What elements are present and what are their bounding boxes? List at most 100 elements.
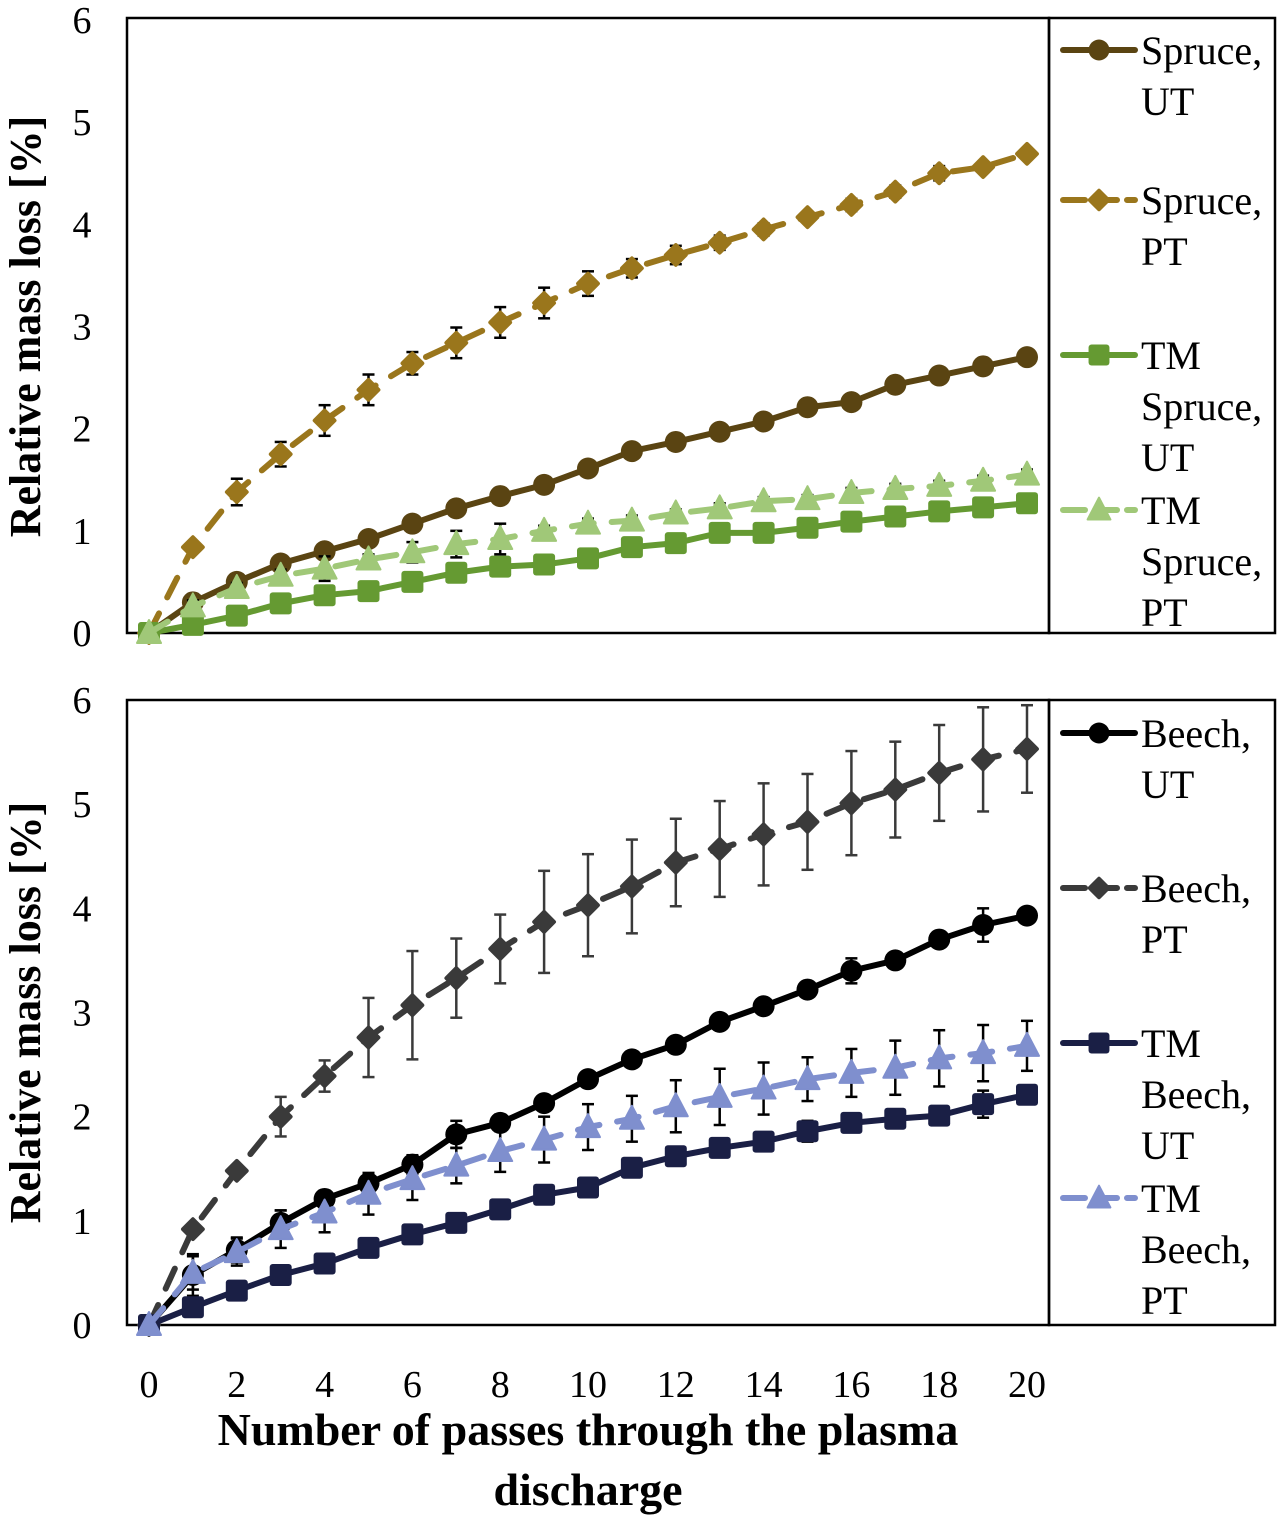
legend-label: UT bbox=[1141, 1123, 1194, 1168]
data-point bbox=[926, 471, 953, 497]
series-beech-pt bbox=[137, 703, 1039, 1337]
data-point bbox=[577, 457, 599, 480]
data-point bbox=[972, 1093, 995, 1116]
data-point bbox=[882, 474, 909, 500]
data-point bbox=[488, 310, 513, 335]
data-point bbox=[664, 1145, 687, 1168]
data-point bbox=[838, 1058, 865, 1084]
legend-label: UT bbox=[1141, 435, 1194, 480]
y-tick-label: 2 bbox=[73, 409, 92, 451]
data-point bbox=[401, 512, 424, 535]
data-point bbox=[1014, 460, 1040, 486]
series-tm-spruce-pt bbox=[136, 460, 1040, 644]
data-point bbox=[136, 619, 162, 644]
data-point bbox=[224, 480, 249, 504]
x-tick-label: 0 bbox=[140, 1364, 159, 1406]
x-tick-label: 16 bbox=[832, 1364, 870, 1406]
data-point bbox=[620, 440, 643, 463]
x-tick-label: 20 bbox=[1008, 1364, 1046, 1406]
data-point bbox=[840, 510, 863, 533]
x-axis-label-line-1: Number of passes through the plasma bbox=[218, 1404, 959, 1455]
data-point bbox=[444, 966, 469, 991]
data-point bbox=[972, 914, 995, 936]
data-point bbox=[750, 487, 777, 513]
data-point bbox=[576, 893, 600, 918]
data-point bbox=[401, 1223, 424, 1246]
data-point bbox=[971, 155, 995, 180]
legend-marker-diamond-icon bbox=[1087, 188, 1111, 212]
data-point bbox=[620, 256, 644, 281]
data-point bbox=[1016, 904, 1038, 927]
legend-label: PT bbox=[1141, 229, 1188, 274]
legend-label: UT bbox=[1141, 762, 1194, 807]
data-point bbox=[445, 1123, 468, 1146]
series-spruce-pt bbox=[137, 141, 1039, 645]
data-point bbox=[223, 1238, 250, 1264]
y-tick-label: 3 bbox=[73, 307, 92, 349]
legend-marker-circle-icon bbox=[1088, 39, 1110, 61]
data-point bbox=[445, 1211, 468, 1234]
legend-entry: TM Beech, PT bbox=[1060, 1176, 1251, 1323]
plot-marks bbox=[136, 703, 1040, 1337]
data-point bbox=[533, 1092, 556, 1115]
data-point bbox=[532, 291, 556, 315]
data-point bbox=[181, 535, 205, 560]
y-tick-label: 1 bbox=[73, 1201, 92, 1243]
data-point bbox=[840, 1111, 863, 1134]
data-point bbox=[970, 1039, 997, 1065]
data-point bbox=[181, 613, 204, 636]
data-point bbox=[313, 1252, 336, 1275]
legend-label: PT bbox=[1141, 590, 1188, 635]
data-point bbox=[884, 949, 907, 972]
data-point bbox=[1015, 141, 1039, 166]
data-point bbox=[970, 466, 997, 492]
data-point bbox=[664, 430, 687, 453]
data-point bbox=[708, 521, 731, 544]
data-point bbox=[795, 205, 820, 230]
data-point bbox=[884, 1107, 907, 1130]
data-point bbox=[181, 1217, 205, 1242]
data-point bbox=[531, 516, 558, 542]
legend-label: PT bbox=[1141, 1278, 1188, 1323]
plot-marks bbox=[136, 141, 1040, 645]
data-point bbox=[752, 995, 775, 1018]
series-beech-ut bbox=[138, 904, 1038, 1336]
data-point bbox=[620, 1048, 643, 1071]
y-tick-label: 4 bbox=[73, 888, 92, 930]
data-point bbox=[401, 570, 424, 593]
data-point bbox=[532, 909, 556, 934]
legend-entry: Spruce, UT bbox=[1060, 28, 1262, 124]
data-point bbox=[750, 1074, 777, 1100]
data-point bbox=[752, 1130, 775, 1153]
legend-label: TM bbox=[1141, 1176, 1201, 1221]
data-point bbox=[225, 1279, 248, 1302]
x-tick-label: 6 bbox=[403, 1364, 422, 1406]
data-point bbox=[707, 230, 732, 255]
legend-entry: TM Spruce, PT bbox=[1060, 488, 1262, 635]
legend-label: UT bbox=[1141, 79, 1194, 124]
data-point bbox=[533, 473, 556, 496]
data-point bbox=[575, 1113, 601, 1139]
data-point bbox=[708, 1136, 731, 1159]
data-point bbox=[882, 1053, 909, 1079]
x-axis-ticks: 0 2 4 6 8 10 12 14 16 18 20 bbox=[140, 1364, 1047, 1406]
data-point bbox=[839, 193, 864, 217]
data-point bbox=[357, 580, 380, 603]
data-point bbox=[575, 509, 601, 535]
data-point bbox=[267, 561, 294, 587]
legend-entry: Spruce, PT bbox=[1060, 178, 1262, 274]
y-tick-label: 5 bbox=[73, 102, 92, 144]
data-point bbox=[884, 505, 907, 528]
data-point bbox=[487, 1137, 514, 1163]
data-point bbox=[796, 978, 819, 1001]
x-tick-label: 8 bbox=[491, 1364, 510, 1406]
x-tick-label: 10 bbox=[569, 1364, 607, 1406]
legend-entry: Beech, UT bbox=[1060, 711, 1251, 807]
data-point bbox=[445, 561, 468, 584]
data-point bbox=[399, 1165, 426, 1191]
data-point bbox=[663, 850, 688, 875]
data-point bbox=[795, 809, 820, 834]
x-tick-label: 4 bbox=[315, 1364, 334, 1406]
